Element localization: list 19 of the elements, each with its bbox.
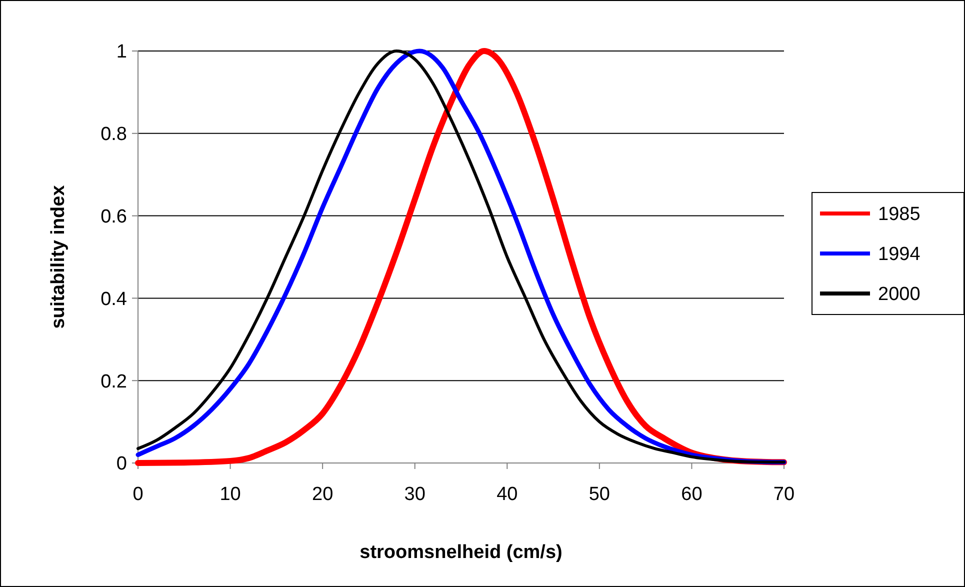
y-tick-label: 0.6 xyxy=(100,206,127,228)
legend-label: 1985 xyxy=(878,204,920,226)
x-tick-label: 20 xyxy=(312,484,334,505)
x-tick-label: 40 xyxy=(496,484,518,505)
legend-label: 2000 xyxy=(878,284,920,306)
y-tick-label: 0.8 xyxy=(100,124,127,146)
y-tick-label: 1 xyxy=(116,42,127,63)
x-axis-title: stroomsnelheid (cm/s) xyxy=(360,542,562,563)
y-tick-label: 0.4 xyxy=(100,288,128,310)
legend-label: 1994 xyxy=(878,244,921,266)
x-tick-label: 60 xyxy=(681,484,702,505)
x-tick-label: 10 xyxy=(220,484,241,505)
x-tick-label: 0 xyxy=(132,484,144,505)
x-tick-label: 70 xyxy=(773,484,795,505)
y-tick-label: 0 xyxy=(116,454,127,475)
y-tick-label: 0.2 xyxy=(100,371,127,392)
x-tick-label: 30 xyxy=(404,484,426,505)
x-tick-label: 50 xyxy=(588,484,610,505)
y-axis-title: suitability index xyxy=(48,184,69,329)
